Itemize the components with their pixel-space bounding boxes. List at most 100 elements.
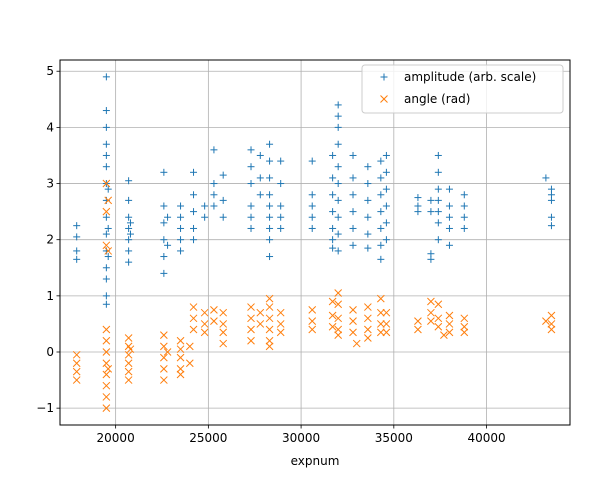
data-point <box>349 317 357 325</box>
data-point <box>102 393 111 401</box>
data-point <box>276 308 285 317</box>
data-point <box>210 180 218 188</box>
data-point <box>104 196 113 205</box>
data-point <box>308 213 316 221</box>
data-point <box>160 353 168 362</box>
data-point <box>190 208 198 216</box>
data-point <box>547 325 556 334</box>
data-point <box>329 224 337 232</box>
x-tick-label: 20000 <box>97 431 135 445</box>
data-point <box>189 314 198 323</box>
data-point <box>247 325 255 334</box>
data-point <box>176 345 185 354</box>
data-point <box>163 348 172 356</box>
data-point <box>124 334 133 342</box>
data-point <box>334 196 342 204</box>
data-point <box>185 342 194 351</box>
data-point <box>164 241 172 249</box>
data-point <box>104 364 113 373</box>
data-point <box>308 202 316 210</box>
data-point <box>177 247 185 255</box>
data-point <box>308 224 316 232</box>
data-point <box>434 322 443 331</box>
data-point <box>377 191 385 199</box>
data-point <box>376 308 385 317</box>
data-point <box>210 306 218 314</box>
data-point <box>427 297 435 306</box>
data-point <box>308 325 317 334</box>
data-point <box>104 224 112 232</box>
data-point <box>334 112 342 120</box>
data-point <box>445 185 453 193</box>
data-point <box>377 255 385 263</box>
data-point <box>547 320 556 328</box>
data-point <box>265 314 274 323</box>
data-point <box>247 202 255 210</box>
data-point <box>201 202 209 210</box>
data-point <box>460 314 469 323</box>
data-point <box>434 168 442 176</box>
data-point <box>460 328 469 337</box>
data-point <box>185 359 194 368</box>
data-point <box>334 123 342 131</box>
data-point <box>164 213 172 221</box>
data-point <box>349 224 357 232</box>
data-point <box>102 179 111 188</box>
data-point <box>102 151 110 159</box>
data-point <box>334 213 342 221</box>
data-point <box>265 325 274 334</box>
data-point <box>73 255 81 263</box>
data-point <box>349 241 357 249</box>
data-point <box>102 73 110 81</box>
data-point <box>382 236 390 244</box>
data-point <box>126 345 135 354</box>
y-tick-label: 5 <box>46 64 54 78</box>
data-point <box>328 311 337 320</box>
data-point <box>102 264 110 272</box>
data-point <box>266 174 274 182</box>
data-point <box>382 308 391 317</box>
y-tick-label: 2 <box>46 233 54 247</box>
data-point <box>364 213 372 221</box>
data-point <box>200 308 209 317</box>
data-point <box>377 224 385 232</box>
data-point <box>329 208 337 216</box>
data-point <box>427 308 435 317</box>
data-point <box>445 328 454 337</box>
grid <box>60 60 570 425</box>
data-point <box>445 320 454 328</box>
data-point <box>247 146 255 154</box>
data-point <box>102 336 111 345</box>
data-point <box>460 213 468 221</box>
data-point <box>125 196 133 204</box>
data-point <box>256 151 264 159</box>
data-point <box>124 359 133 368</box>
data-point <box>102 241 111 250</box>
data-point <box>73 222 81 230</box>
data-point <box>247 163 255 171</box>
data-point <box>334 101 342 109</box>
data-point <box>201 213 209 221</box>
data-point <box>247 336 255 345</box>
data-point <box>266 202 274 210</box>
data-point <box>334 163 342 171</box>
data-point <box>377 174 385 182</box>
data-point <box>102 370 111 379</box>
data-point <box>177 236 185 244</box>
data-point <box>364 163 372 171</box>
data-point <box>349 208 357 216</box>
data-point <box>276 328 285 337</box>
data-point <box>364 180 372 188</box>
y-tick-label: 4 <box>46 120 54 134</box>
data-point <box>210 317 218 325</box>
data-point <box>176 370 185 379</box>
legend-label-amplitude: amplitude (arb. scale) <box>404 70 536 84</box>
data-point <box>104 247 113 255</box>
data-point <box>266 191 274 199</box>
data-point <box>265 336 274 345</box>
data-point <box>382 328 391 337</box>
data-point <box>547 222 555 230</box>
data-point <box>547 196 555 204</box>
x-tick-label: 30000 <box>282 431 320 445</box>
plot-area-frame <box>59 59 571 426</box>
